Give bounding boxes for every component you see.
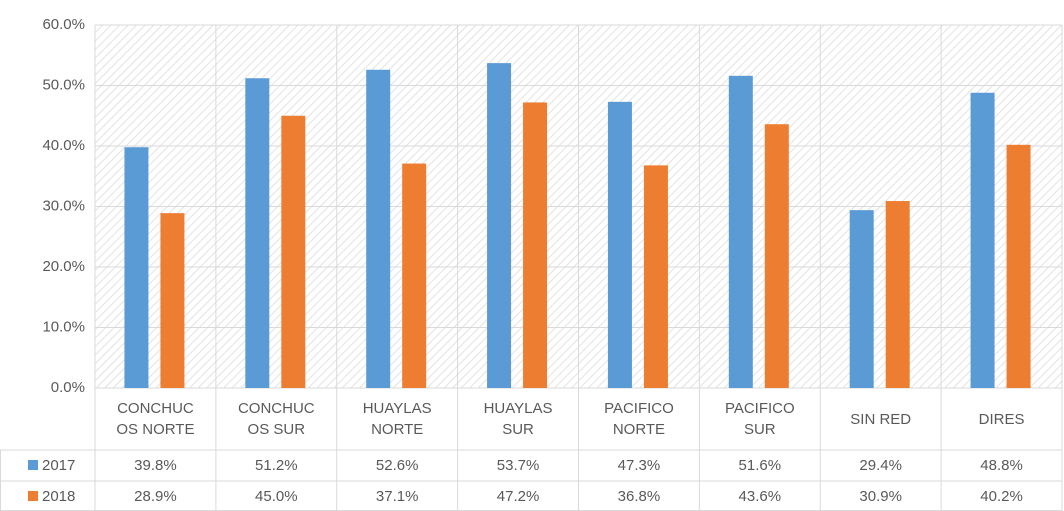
x-tick-label-box: SIN RED — [850, 410, 912, 428]
x-tick-label-box: CONCHUCOS NORTE — [116, 400, 195, 438]
bar — [849, 210, 874, 388]
bar — [1006, 144, 1031, 388]
bar — [607, 101, 632, 389]
table-value: 47.2% — [497, 488, 540, 505]
x-tick-label-box: HUAYLAS SUR — [483, 400, 553, 438]
table-value: 51.2% — [255, 457, 298, 474]
y-tick-label: 40.0% — [42, 137, 85, 154]
table-value: 37.1% — [376, 488, 419, 505]
bar — [245, 78, 270, 389]
bar — [487, 63, 512, 389]
x-tick-label: HUAYLAS SUR — [483, 400, 553, 438]
table-value: 53.7% — [497, 457, 540, 474]
bar — [124, 147, 149, 388]
x-tick-label-box: CONCHUCOS SUR — [237, 400, 315, 438]
legend-swatch — [28, 460, 38, 470]
table-value: 39.8% — [134, 457, 177, 474]
x-tick-label-box: PACIFICO SUR — [724, 400, 795, 438]
bar — [281, 115, 306, 388]
x-tick-label-box: PACIFICO NORTE — [604, 400, 674, 438]
bar — [764, 124, 789, 388]
table-value: 47.3% — [618, 457, 661, 474]
table-value: 30.9% — [859, 488, 902, 505]
y-tick-label: 50.0% — [42, 76, 85, 93]
legend-swatch — [28, 491, 38, 501]
bar — [366, 69, 391, 389]
bar — [402, 163, 427, 388]
x-tick-label-box: DIRES — [978, 410, 1025, 428]
bar — [970, 92, 995, 388]
table-value: 48.8% — [980, 457, 1023, 474]
x-tick-label-box: HUAYLAS NORTE — [362, 400, 432, 438]
x-tick-label: PACIFICO NORTE — [604, 400, 674, 438]
x-tick-label: HUAYLAS NORTE — [362, 400, 432, 438]
table-value: 52.6% — [376, 457, 419, 474]
x-tick-label: CONCHUCOS NORTE — [116, 400, 195, 438]
y-tick-label: 60.0% — [42, 16, 85, 33]
table-value: 45.0% — [255, 488, 298, 505]
bar — [885, 201, 910, 388]
table-value: 40.2% — [980, 488, 1023, 505]
y-tick-label: 0.0% — [51, 379, 85, 396]
x-tick-label: CONCHUCOS SUR — [237, 400, 315, 438]
x-tick-label: DIRES — [978, 410, 1025, 428]
x-tick-label: SIN RED — [850, 410, 912, 428]
table-value: 29.4% — [859, 457, 902, 474]
legend-label: 2017 — [42, 457, 75, 474]
legend-label: 2018 — [42, 488, 75, 505]
table-value: 28.9% — [134, 488, 177, 505]
table-value: 51.6% — [739, 457, 782, 474]
y-tick-label: 30.0% — [42, 197, 85, 214]
bar — [728, 75, 753, 388]
bar — [523, 102, 548, 388]
y-tick-label: 20.0% — [42, 258, 85, 275]
y-tick-label: 10.0% — [42, 318, 85, 335]
table-value: 43.6% — [739, 488, 782, 505]
table-value: 36.8% — [618, 488, 661, 505]
bar — [160, 213, 185, 388]
bar — [643, 165, 668, 388]
x-tick-label: PACIFICO SUR — [724, 400, 795, 438]
